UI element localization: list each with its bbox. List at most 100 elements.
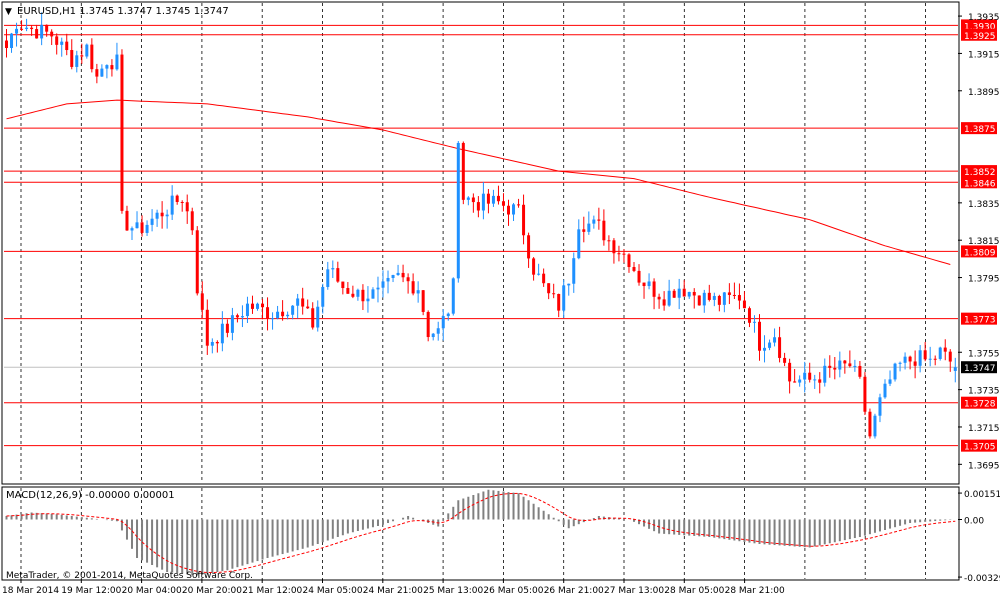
candle-body [196,230,199,293]
candle-body [572,258,575,284]
candle-body [376,288,379,290]
candle-body [743,301,746,309]
candle-body [236,315,239,317]
candle-body [296,298,299,305]
copyright-text: MetaTrader, © 2001-2014, MetaQuotes Soft… [6,571,253,581]
price-level-label: 1.3875 [964,125,996,135]
candle-body [562,285,565,310]
price-level-label: 1.3728 [964,400,996,410]
macd-tick-label: 0.00 [964,517,984,527]
candle-body [181,202,184,203]
candle-body [668,291,671,306]
candle-body [482,194,485,211]
candle-body [266,307,269,318]
candle-body [211,342,214,346]
time-tick-label: 21 Mar 12:00 [242,586,302,596]
candle-body [527,235,530,258]
time-tick-label: 28 Mar 05:00 [664,586,724,596]
candle-body [673,291,676,298]
candle-body [889,379,892,383]
candle-body [688,292,691,297]
candle-body [753,322,756,323]
candle-body [798,380,801,383]
candle-body [256,304,259,309]
candle-body [818,379,821,382]
macd-tick-label: -0.00329 [964,574,1000,584]
candle-body [622,254,625,255]
time-tick-label: 27 Mar 13:00 [604,586,664,596]
candle-body [597,220,600,221]
candle-body [241,316,244,317]
candle-body [276,312,279,318]
candle-body [15,29,18,34]
candle-body [848,363,851,366]
candle-body [447,314,450,316]
candle-body [582,229,585,232]
candle-body [949,352,952,362]
candle-body [723,292,726,304]
candle-body [602,221,605,241]
candle-body [151,219,154,225]
candle-body [487,194,490,204]
candle-body [587,224,590,232]
price-level-label: 1.3809 [964,248,996,258]
candle-body [397,273,400,275]
candle-body [457,143,460,278]
candle-body [306,307,309,309]
price-tick-label: 1.3835 [968,200,1000,210]
candle-body [100,69,103,77]
price-tick-label: 1.3715 [968,424,1000,434]
candle-body [321,287,324,307]
candle-body [884,384,887,398]
candle-body [171,196,174,215]
candle-body [683,289,686,297]
candle-body [75,55,78,67]
symbol-dropdown-icon[interactable]: ▼ [5,7,12,17]
time-tick-label: 24 Mar 21:00 [363,586,423,596]
candle-body [216,342,219,343]
candle-body [934,359,937,360]
candle-body [768,343,771,348]
candle-body [191,211,194,230]
candle-body [432,334,435,337]
candle-body [904,357,907,363]
candle-body [131,228,134,230]
candle-body [763,348,766,351]
candle-body [462,143,465,200]
candle-body [125,211,128,231]
candle-body [502,201,505,206]
price-tick-label: 1.3735 [968,387,1000,397]
price-level-label: 1.3705 [964,443,996,453]
horizontal-levels[interactable]: 1.39301.39251.38751.38521.38461.38091.37… [4,19,997,452]
candle-body [371,289,374,298]
candle-body [793,381,796,382]
candle-body [547,283,550,293]
candle-body [422,290,425,312]
candle-body [110,65,113,69]
candle-body [351,294,354,297]
candle-body [833,368,836,370]
candle-body [472,198,475,203]
candle-body [633,267,636,271]
macd-tick-label: 0.00151 [964,490,1000,500]
time-tick-label: 18 Mar 2014 [2,586,59,596]
price-tick-label: 1.3895 [968,88,1000,98]
candle-body [944,348,947,352]
candle-body [366,299,369,302]
macd-signal-line [7,493,956,572]
candle-body [643,283,646,286]
candle-body [678,289,681,298]
time-tick-label: 26 Mar 21:00 [544,586,604,596]
candle-body [924,350,927,359]
candle-body [226,324,229,333]
candle-body [311,308,314,327]
candle-body [909,357,912,362]
candle-body [954,367,957,371]
main-chart-frame [2,2,959,484]
candle-body [703,293,706,306]
time-tick-label: 19 Mar 12:00 [61,586,121,596]
candle-body [156,213,159,219]
candle-body [271,318,274,319]
candle-body [356,290,359,297]
